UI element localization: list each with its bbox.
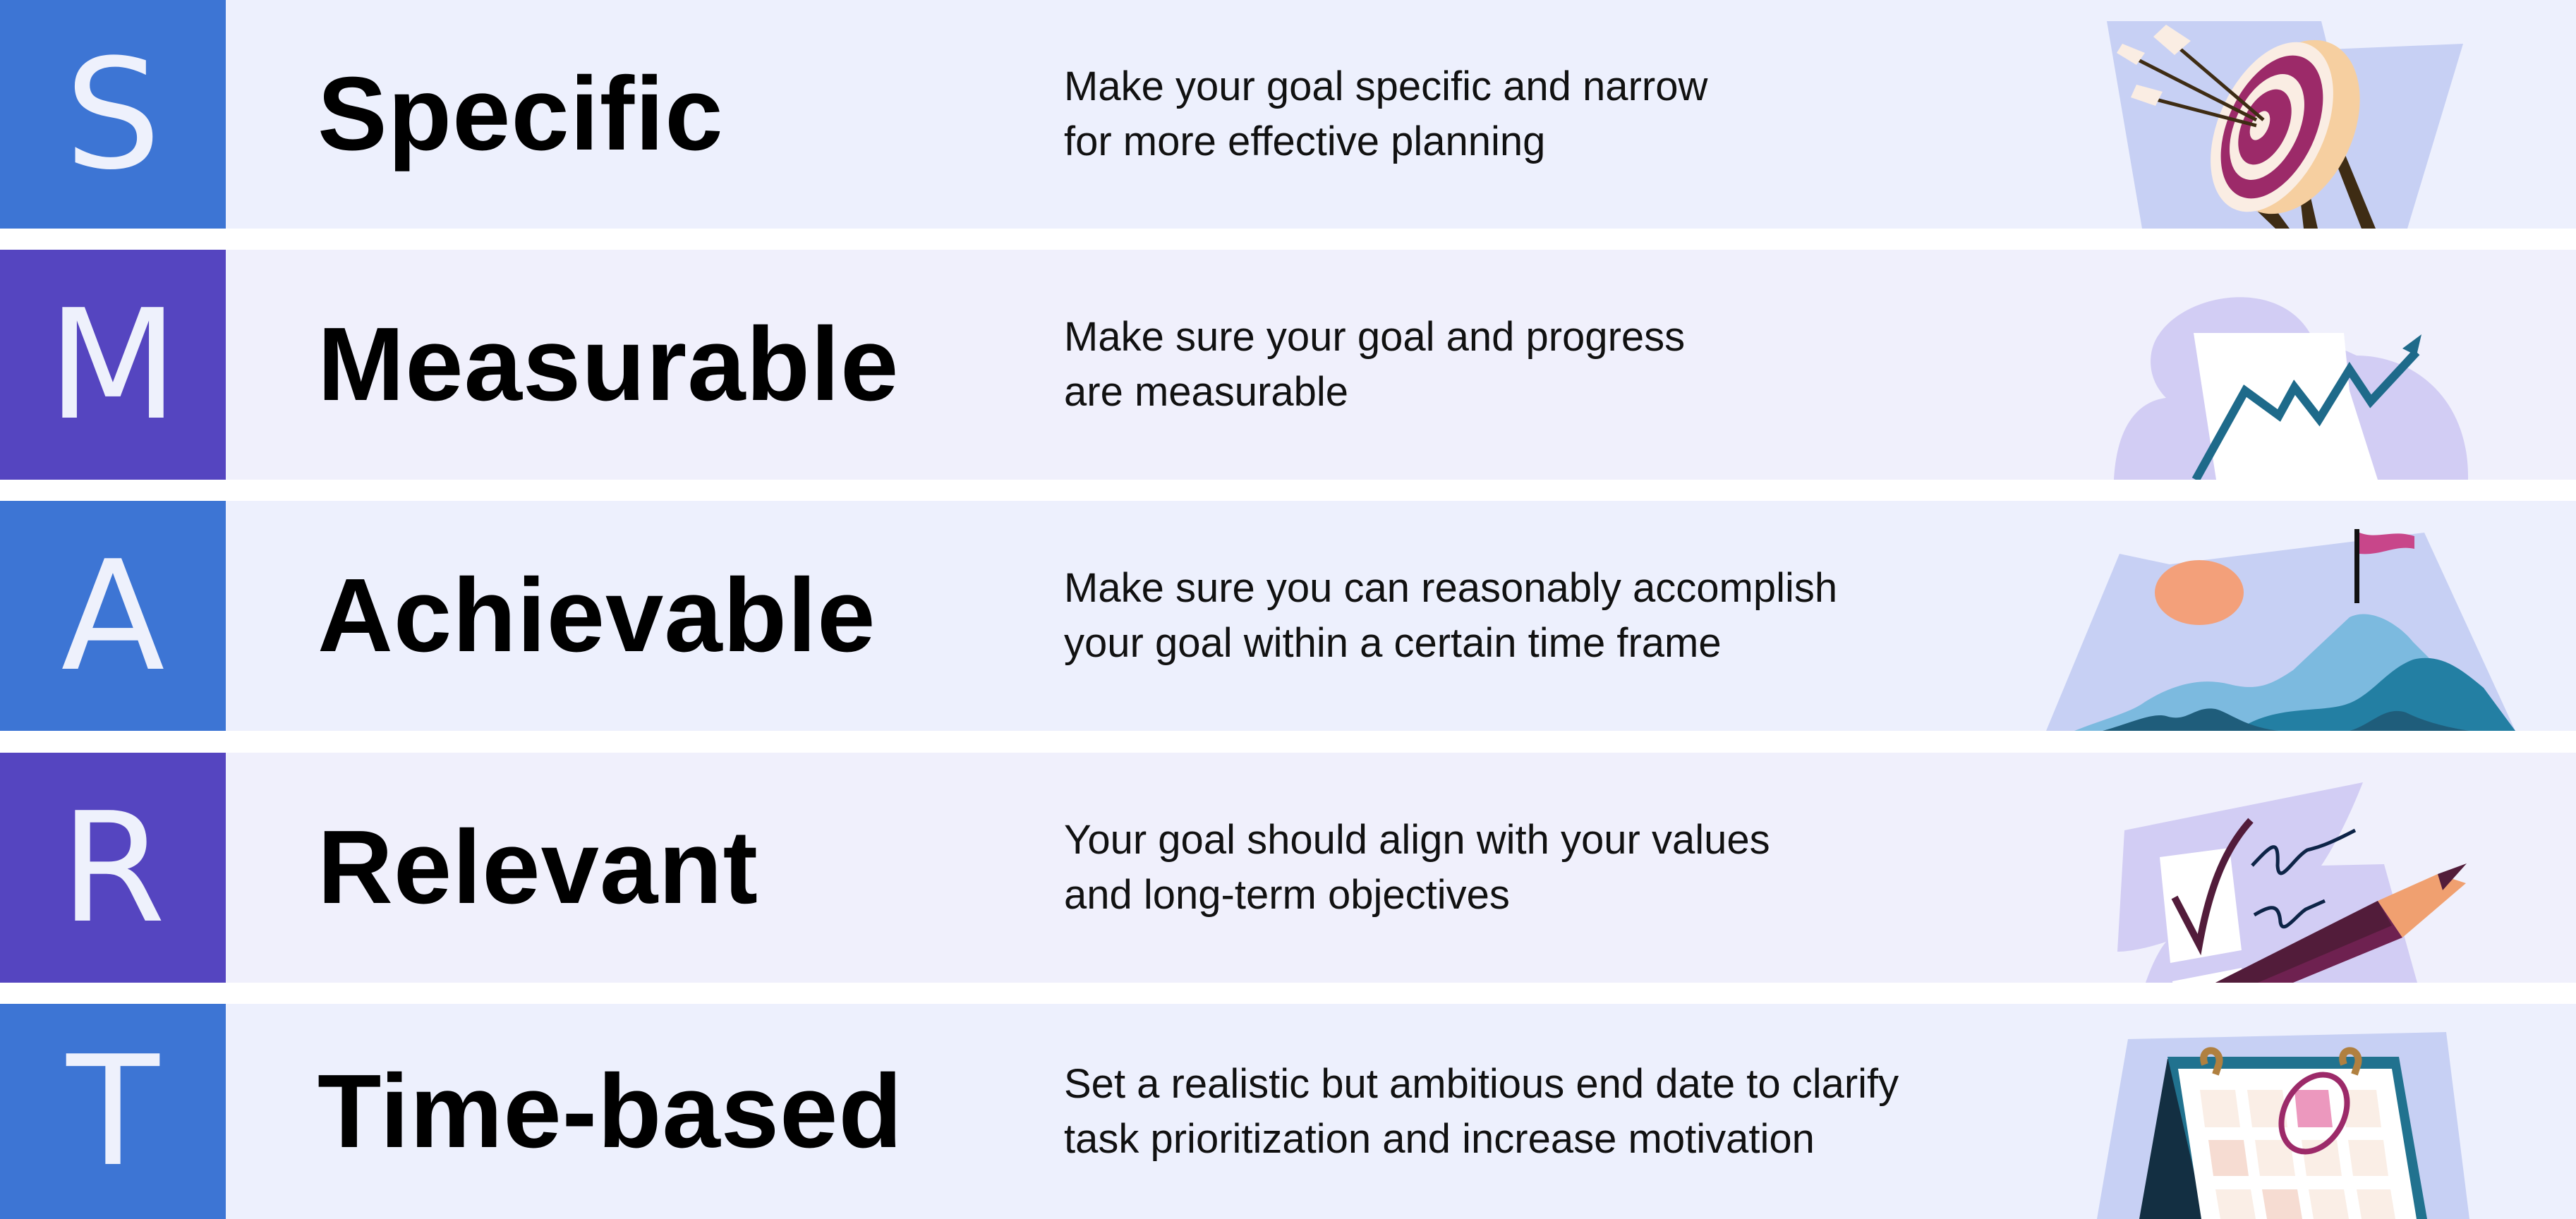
row-achievable: A Achievable Make sure you can reasonabl…	[0, 501, 2576, 731]
title: Achievable	[318, 557, 876, 674]
letter: S	[64, 25, 162, 203]
letter-badge: M	[0, 250, 226, 480]
letter-badge: A	[0, 501, 226, 731]
description: Set a realistic but ambitious end date t…	[1064, 1004, 1899, 1219]
letter: T	[66, 1023, 159, 1200]
description: Your goal should align with your values a…	[1064, 753, 1770, 983]
description: Make sure your goal and progress are meas…	[1064, 250, 1685, 480]
checklist-pencil-icon	[2117, 782, 2467, 983]
title: Time-based	[318, 1053, 903, 1170]
title: Specific	[318, 56, 724, 172]
row-relevant: R Relevant Your goal should align with y…	[0, 753, 2576, 983]
description: Make your goal specific and narrow for mo…	[1064, 0, 1707, 229]
row-specific: S Specific Make your goal specific and n…	[0, 0, 2576, 229]
title: Relevant	[318, 809, 758, 926]
row-time-based: T Time-based Set a realistic but ambitio…	[0, 1004, 2576, 1219]
description-line: your goal within a certain time frame	[1064, 620, 1722, 666]
letter-badge: T	[0, 1004, 226, 1219]
letter: M	[47, 276, 179, 454]
letter-badge: S	[0, 0, 226, 229]
description-line: for more effective planning	[1064, 119, 1546, 164]
description-line: are measurable	[1064, 369, 1348, 415]
mountain-flag-icon	[2046, 529, 2515, 731]
description-line: task prioritization and increase motivat…	[1064, 1115, 1815, 1162]
row-measurable: M Measurable Make sure your goal and pro…	[0, 250, 2576, 480]
rising-chart-icon	[2114, 297, 2469, 480]
calendar-icon	[2097, 1032, 2469, 1219]
description-line: Your goal should align with your values	[1064, 817, 1770, 863]
description-line: Make sure you can reasonably accomplish	[1064, 565, 1838, 611]
description-line: Make sure your goal and progress	[1064, 314, 1686, 360]
target-arrows-icon	[2107, 21, 2463, 229]
letter-badge: R	[0, 753, 226, 983]
letter: A	[61, 527, 165, 705]
description-line: and long-term objectives	[1064, 872, 1510, 918]
letter: R	[60, 779, 166, 957]
title: Measurable	[318, 306, 900, 423]
description-line: Set a realistic but ambitious end date t…	[1064, 1060, 1899, 1107]
description-line: Make your goal specific and narrow	[1064, 63, 1708, 109]
description: Make sure you can reasonably accomplish y…	[1064, 501, 1837, 731]
